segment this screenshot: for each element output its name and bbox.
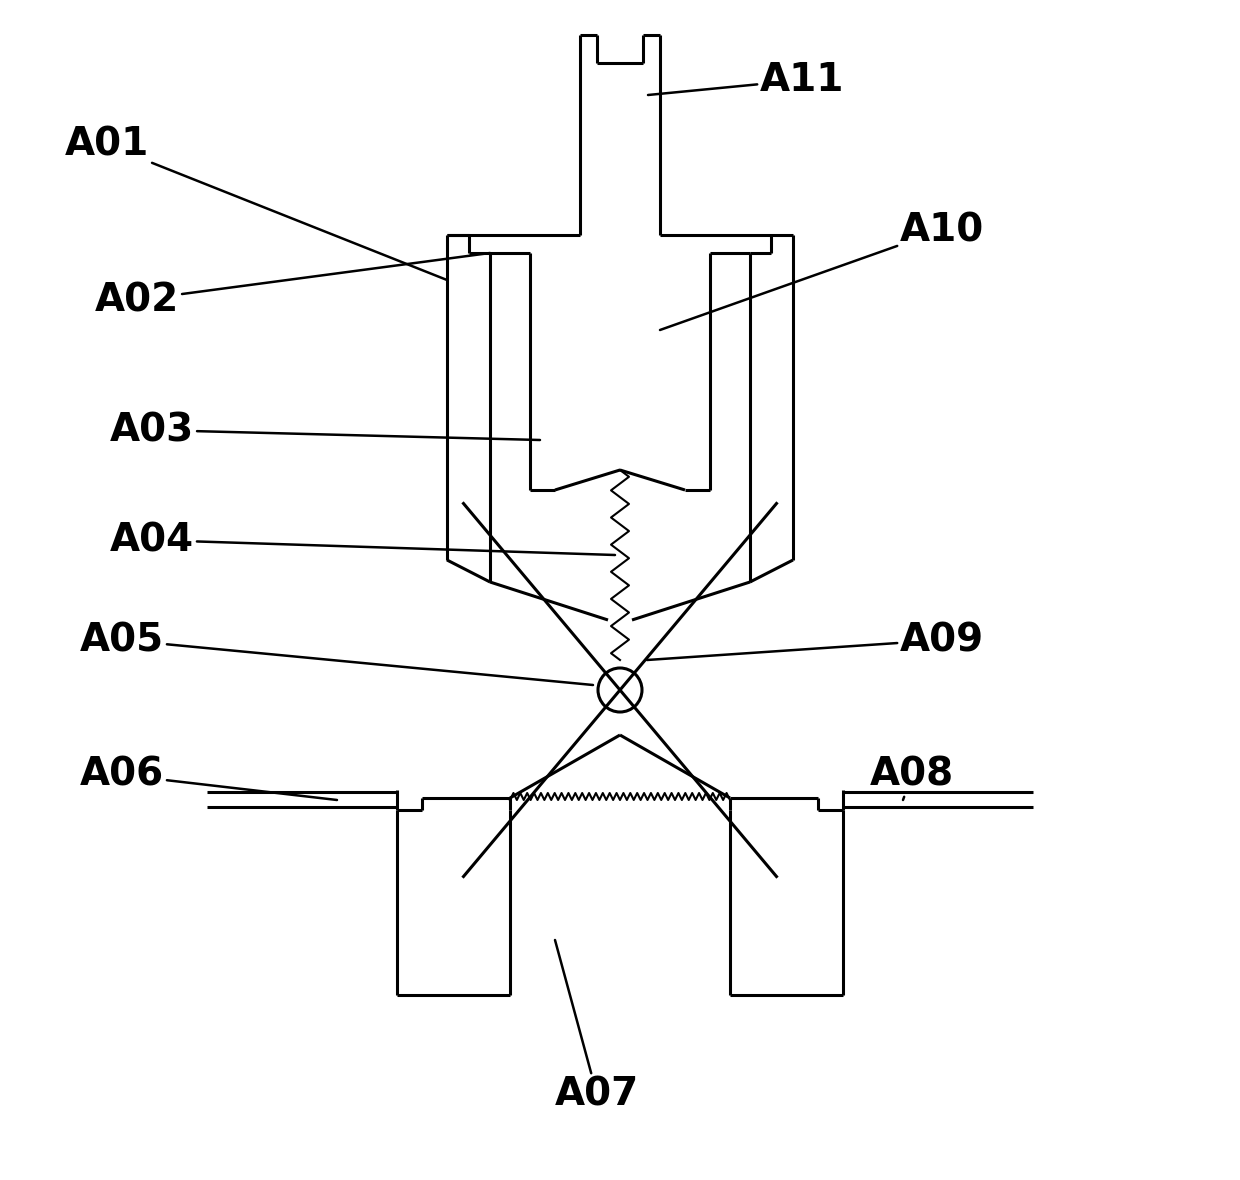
- Text: A09: A09: [647, 621, 985, 660]
- Text: A04: A04: [110, 522, 615, 559]
- Text: A08: A08: [870, 756, 954, 800]
- Text: A06: A06: [81, 756, 337, 800]
- Text: A11: A11: [649, 61, 844, 99]
- Text: A10: A10: [660, 211, 985, 330]
- Text: A05: A05: [81, 621, 593, 686]
- Text: A07: A07: [556, 940, 640, 1114]
- Text: A02: A02: [95, 253, 490, 319]
- Text: A01: A01: [64, 126, 446, 280]
- Text: A03: A03: [110, 411, 539, 450]
